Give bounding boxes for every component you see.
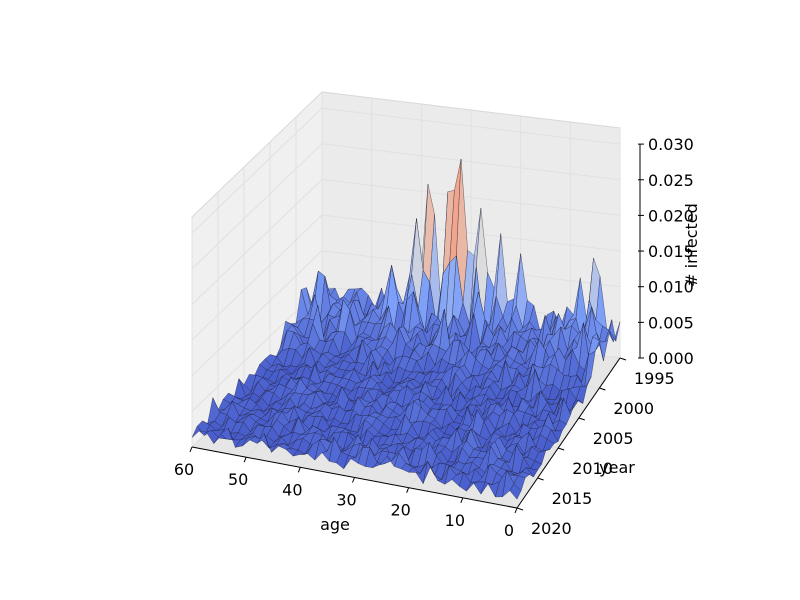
y-tick-mark [578,417,585,421]
x-tick-mark [514,507,518,514]
x-tick-label: 60 [174,460,194,479]
y-tick-label: 2015 [552,489,593,508]
y-tick-label: 1995 [634,369,675,388]
y-tick-label: 2005 [593,429,634,448]
x-tick-mark [243,456,247,463]
x-tick-mark [406,487,410,493]
x-tick-mark [297,467,301,473]
z-axis-label: # infected [682,203,701,287]
x-tick-label: 0 [504,521,514,540]
y-tick-mark [516,507,524,511]
x-tick-mark [460,497,464,504]
z-tick-label: 0.010 [648,278,694,297]
z-tick-label: 0.025 [648,171,694,190]
y-tick-mark [558,447,565,451]
y-tick-mark [599,387,606,391]
y-axis-line [516,357,621,509]
x-tick-label: 50 [228,470,248,489]
x-tick-label: 30 [336,491,356,510]
x-tick-label: 10 [445,511,465,530]
z-tick-label: 0.015 [648,242,694,261]
grid-z [191,143,621,270]
surface-facet [509,483,522,500]
z-axis-ticks: 0.000 0.005 0.010 0.015 0.020 0.025 0.030 [638,135,694,368]
y-tick-label: 2010 [572,459,613,478]
y-axis-ticks: 1995 2000 2005 2010 2015 2020 [516,357,675,538]
z-tick-label: 0.005 [648,313,694,332]
x-axis-ticks: 60 50 40 30 20 10 0 [174,446,518,540]
y-axis-label: year [599,458,635,477]
y-tick-mark [619,357,627,361]
z-tick-label: 0.030 [648,135,694,154]
x-axis-label: age [320,515,350,534]
x-tick-mark [189,446,193,453]
z-tick-label: 0.000 [648,349,694,368]
grid-z [191,214,621,341]
y-tick-label: 2000 [613,399,654,418]
grid-z [191,107,621,234]
grid-z [191,178,621,305]
x-tick-label: 40 [282,480,302,499]
x-tick-mark [352,477,355,483]
surface-mesh [191,158,621,500]
x-tick-label: 20 [390,501,410,520]
y-tick-mark [537,477,544,481]
y-tick-label: 2020 [531,519,572,538]
z-tick-label: 0.020 [648,206,694,225]
